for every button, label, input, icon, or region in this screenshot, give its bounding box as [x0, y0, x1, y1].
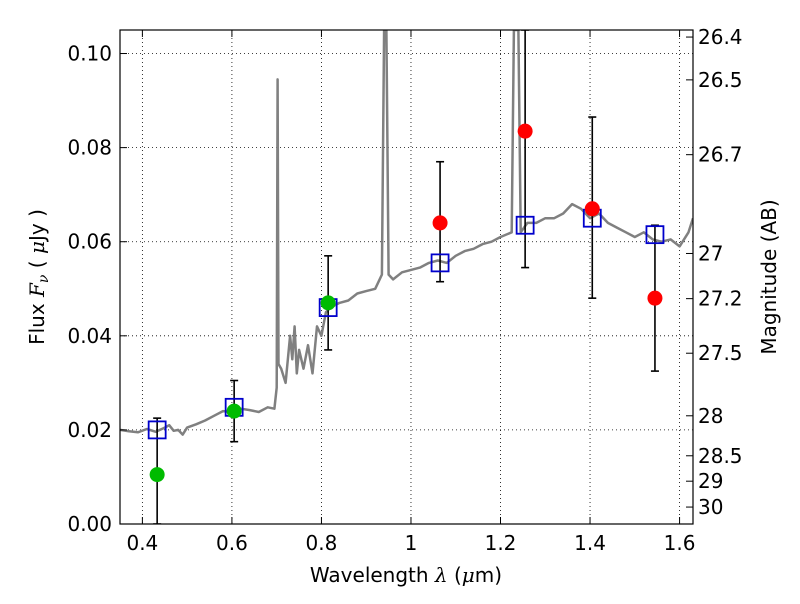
photometry-point [320, 295, 336, 311]
y2-tick-label: 30 [698, 495, 723, 519]
y2-axis-label: Magnitude (AB) [757, 199, 781, 354]
y2-tick-label: 27.5 [698, 341, 743, 365]
x-axis-label-unit-close: m) [475, 563, 502, 587]
y-axis-label-unit-close: Jy ) [25, 209, 49, 243]
y2-tick-label: 28.5 [698, 444, 743, 468]
x-tick-label: 0.4 [126, 531, 158, 555]
x-tick-label: 1.4 [574, 531, 606, 555]
photometry-point [149, 467, 165, 483]
x-axis-label-unit-open: ( [448, 563, 462, 587]
x-axis-label-text: Wavelength [310, 563, 435, 587]
series-layer [120, 30, 693, 524]
y-tick-label: 0.00 [67, 512, 112, 536]
y-tick-label: 0.04 [67, 324, 112, 348]
y2-tick-label: 26.5 [698, 68, 743, 92]
y-axis-label-unit-open: ( [25, 254, 49, 275]
y2-tick-label: 27 [698, 241, 723, 265]
ticks: 0.4 0.6 0.8 1 1.2 1.4 1.6 0.00 0.02 0.04 0.06 0.08 0… [67, 25, 742, 555]
x-axis-label-unit-mu: μ [462, 563, 475, 587]
x-axis-label-symbol: λ [434, 563, 448, 587]
x-tick-label: 1.2 [485, 531, 517, 555]
y2-tick-label: 26.4 [698, 25, 743, 49]
x-tick-label: 0.6 [216, 531, 248, 555]
y-tick-label: 0.10 [67, 42, 112, 66]
photometry-point [647, 290, 663, 306]
x-tick-label: 0.8 [306, 531, 338, 555]
y-axis-label-subscript: ν [36, 274, 52, 283]
photometry-point [517, 123, 533, 139]
y-axis-label-symbol: F [25, 282, 49, 298]
y-tick-label: 0.08 [67, 136, 112, 160]
photometry-point [226, 403, 242, 419]
y-tick-label: 0.06 [67, 230, 112, 254]
y-axis-label-text: Flux [25, 297, 49, 345]
spectrum-line [120, 30, 693, 436]
grid [120, 30, 693, 525]
y2-tick-label: 29 [698, 469, 723, 493]
y2-tick-label: 26.7 [698, 143, 743, 167]
model-square-marker [515, 215, 535, 235]
model-square-marker [430, 253, 450, 273]
plot-area [120, 30, 693, 524]
model-square-marker [645, 225, 665, 245]
model-square-marker [147, 420, 167, 440]
plot-frame [119, 29, 694, 525]
y-axis-label-unit-mu: μ [25, 241, 49, 254]
photometry-point [432, 215, 448, 231]
y2-tick-label: 27.2 [698, 287, 743, 311]
y-tick-label: 0.02 [67, 418, 112, 442]
x-tick-label: 1 [405, 531, 418, 555]
photometry-point [584, 201, 600, 217]
y2-tick-label: 28 [698, 404, 723, 428]
x-tick-label: 1.6 [664, 531, 696, 555]
y-axis-label: Flux Fν ( μJy ) [25, 209, 52, 345]
x-axis-label: Wavelength λ (μm) [310, 563, 502, 587]
